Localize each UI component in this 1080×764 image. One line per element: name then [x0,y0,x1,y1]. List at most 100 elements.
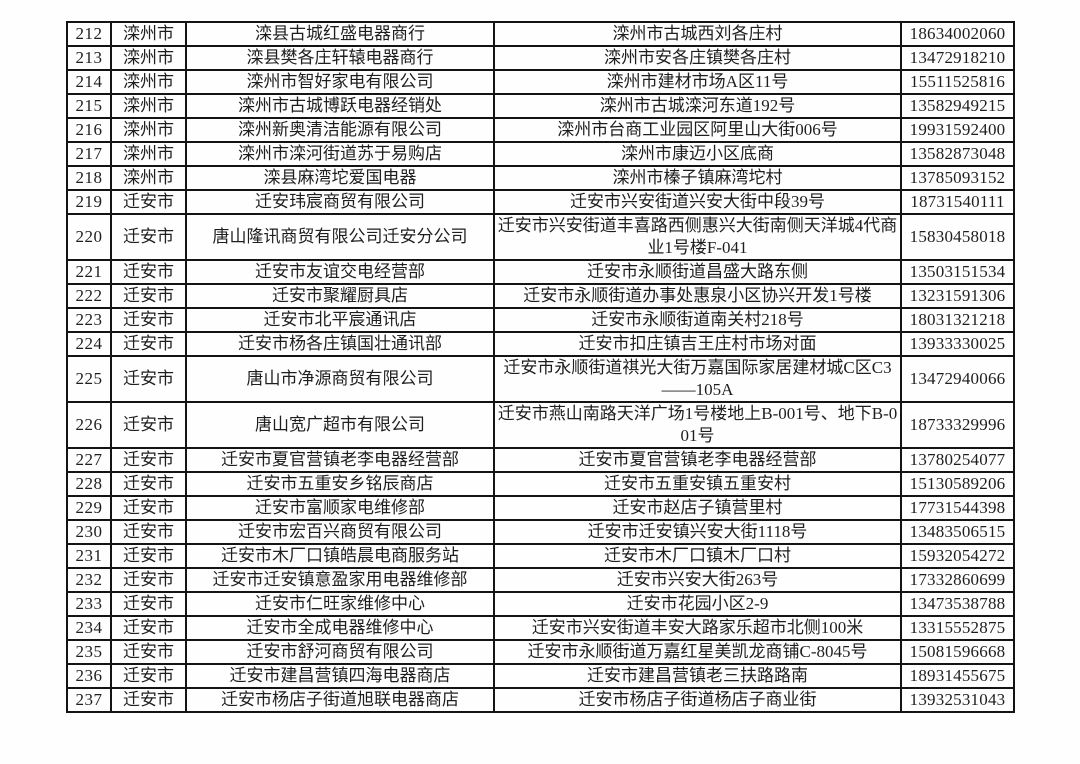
address-cell: 迁安市燕山南路天洋广场1号楼地上B-001号、地下B-001号 [493,401,902,449]
row-number-cell: 232 [66,567,112,593]
address-cell: 迁安市扣庄镇吉王庄村市场对面 [493,331,902,357]
table-row: 213 滦州市 滦县樊各庄轩辕电器商行 滦州市安各庄镇樊各庄村 13472918210 [66,45,1015,71]
phone-cell: 18731540111 [900,189,1015,215]
address-cell: 迁安市永顺街道万嘉红星美凯龙商铺C-8045号 [493,639,902,665]
phone-cell: 13503151534 [900,259,1015,285]
table-row: 233 迁安市 迁安市仁旺家维修中心 迁安市花园小区2-9 13473538788 [66,591,1015,617]
phone-cell: 15081596668 [900,639,1015,665]
table-row: 215 滦州市 滦州市古城博跃电器经销处 滦州市古城滦河东道192号 135829492… [66,93,1015,119]
phone-cell: 18931455675 [900,663,1015,689]
city-cell: 滦州市 [110,21,187,47]
row-number-cell: 227 [66,447,112,473]
city-cell: 迁安市 [110,447,187,473]
row-number-cell: 230 [66,519,112,545]
phone-cell: 13780254077 [900,447,1015,473]
business-directory-table: 212 滦州市 滦县古城红盛电器商行 滦州市古城西刘各庄村 18634002060 213… [66,21,1015,713]
city-cell: 迁安市 [110,495,187,521]
business-name-cell: 迁安市杨店子街道旭联电器商店 [185,687,495,713]
table-row: 231 迁安市 迁安市木厂口镇皓晨电商服务站 迁安市木厂口镇木厂口村 159320542… [66,543,1015,569]
row-number-cell: 226 [66,401,112,449]
city-cell: 滦州市 [110,141,187,167]
table-row: 218 滦州市 滦县麻湾坨爱国电器 滦州市榛子镇麻湾坨村 13785093152 [66,165,1015,191]
address-cell: 滦州市建材市场A区11号 [493,69,902,95]
city-cell: 迁安市 [110,687,187,713]
table-row: 225 迁安市 唐山市净源商贸有限公司 迁安市永顺街道祺光大街万嘉国际家居建材城C区C… [66,355,1015,403]
address-cell: 迁安市永顺街道昌盛大路东侧 [493,259,902,285]
city-cell: 迁安市 [110,471,187,497]
business-name-cell: 滦县古城红盛电器商行 [185,21,495,47]
business-name-cell: 迁安市木厂口镇皓晨电商服务站 [185,543,495,569]
city-cell: 迁安市 [110,519,187,545]
table-row: 212 滦州市 滦县古城红盛电器商行 滦州市古城西刘各庄村 18634002060 [66,21,1015,47]
table-row: 235 迁安市 迁安市舒河商贸有限公司 迁安市永顺街道万嘉红星美凯龙商铺C-8045号… [66,639,1015,665]
phone-cell: 15511525816 [900,69,1015,95]
row-number-cell: 214 [66,69,112,95]
address-cell: 迁安市杨店子街道杨店子商业街 [493,687,902,713]
row-number-cell: 224 [66,331,112,357]
address-cell: 迁安市兴安街道丰喜路西侧惠兴大街南侧天洋城4代商业1号楼F-041 [493,213,902,261]
table-row: 214 滦州市 滦州市智好家电有限公司 滦州市建材市场A区11号 15511525816 [66,69,1015,95]
city-cell: 迁安市 [110,331,187,357]
table-row: 223 迁安市 迁安市北平宸通讯店 迁安市永顺街道南关村218号 18031321218 [66,307,1015,333]
city-cell: 迁安市 [110,591,187,617]
business-name-cell: 迁安市建昌营镇四海电器商店 [185,663,495,689]
address-cell: 迁安市赵店子镇营里村 [493,495,902,521]
business-name-cell: 迁安市舒河商贸有限公司 [185,639,495,665]
city-cell: 滦州市 [110,93,187,119]
business-name-cell: 唐山隆讯商贸有限公司迁安分公司 [185,213,495,261]
address-cell: 迁安市永顺街道办事处惠泉小区协兴开发1号楼 [493,283,902,309]
table-row: 226 迁安市 唐山宽广超市有限公司 迁安市燕山南路天洋广场1号楼地上B-001号、地… [66,401,1015,449]
business-name-cell: 滦州市滦河街道苏于易购店 [185,141,495,167]
business-name-cell: 迁安市仁旺家维修中心 [185,591,495,617]
address-cell: 迁安市迁安镇兴安大街1118号 [493,519,902,545]
address-cell: 迁安市木厂口镇木厂口村 [493,543,902,569]
business-name-cell: 滦县麻湾坨爱国电器 [185,165,495,191]
city-cell: 滦州市 [110,117,187,143]
row-number-cell: 219 [66,189,112,215]
address-cell: 滦州市榛子镇麻湾坨村 [493,165,902,191]
row-number-cell: 217 [66,141,112,167]
business-name-cell: 唐山宽广超市有限公司 [185,401,495,449]
table-row: 224 迁安市 迁安市杨各庄镇国壮通讯部 迁安市扣庄镇吉王庄村市场对面 13933330… [66,331,1015,357]
business-name-cell: 迁安市富顺家电维修部 [185,495,495,521]
city-cell: 迁安市 [110,615,187,641]
phone-cell: 18733329996 [900,401,1015,449]
row-number-cell: 237 [66,687,112,713]
city-cell: 迁安市 [110,213,187,261]
phone-cell: 13472940066 [900,355,1015,403]
row-number-cell: 236 [66,663,112,689]
phone-cell: 17332860699 [900,567,1015,593]
business-name-cell: 迁安市全成电器维修中心 [185,615,495,641]
address-cell: 滦州市康迈小区底商 [493,141,902,167]
address-cell: 迁安市兴安大街263号 [493,567,902,593]
table-row: 229 迁安市 迁安市富顺家电维修部 迁安市赵店子镇营里村 17731544398 [66,495,1015,521]
phone-cell: 15130589206 [900,471,1015,497]
table-row: 234 迁安市 迁安市全成电器维修中心 迁安市兴安街道丰安大路家乐超市北侧100米 13… [66,615,1015,641]
phone-cell: 15830458018 [900,213,1015,261]
phone-cell: 13231591306 [900,283,1015,309]
address-cell: 迁安市建昌营镇老三扶路路南 [493,663,902,689]
business-name-cell: 滦州市古城博跃电器经销处 [185,93,495,119]
address-cell: 滦州市古城滦河东道192号 [493,93,902,119]
phone-cell: 13315552875 [900,615,1015,641]
row-number-cell: 225 [66,355,112,403]
phone-cell: 13582949215 [900,93,1015,119]
row-number-cell: 220 [66,213,112,261]
business-name-cell: 滦县樊各庄轩辕电器商行 [185,45,495,71]
table-row: 217 滦州市 滦州市滦河街道苏于易购店 滦州市康迈小区底商 13582873048 [66,141,1015,167]
business-name-cell: 迁安市友谊交电经营部 [185,259,495,285]
city-cell: 迁安市 [110,401,187,449]
table-row: 220 迁安市 唐山隆讯商贸有限公司迁安分公司 迁安市兴安街道丰喜路西侧惠兴大街南侧天… [66,213,1015,261]
row-number-cell: 216 [66,117,112,143]
phone-cell: 13472918210 [900,45,1015,71]
row-number-cell: 234 [66,615,112,641]
city-cell: 迁安市 [110,283,187,309]
phone-cell: 13483506515 [900,519,1015,545]
row-number-cell: 218 [66,165,112,191]
phone-cell: 18031321218 [900,307,1015,333]
address-cell: 迁安市夏官营镇老李电器经营部 [493,447,902,473]
row-number-cell: 221 [66,259,112,285]
row-number-cell: 222 [66,283,112,309]
table-row: 219 迁安市 迁安玮宸商贸有限公司 迁安市兴安街道兴安大街中段39号 18731540… [66,189,1015,215]
